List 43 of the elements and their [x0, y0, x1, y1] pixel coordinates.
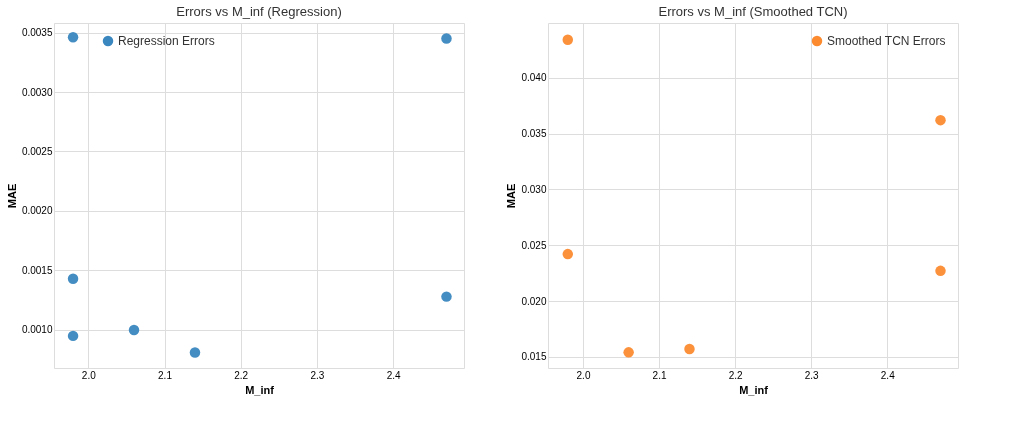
- y-tick-label: 0.0035: [21, 27, 53, 39]
- y-tick-label: 0.0010: [21, 324, 53, 336]
- y-tick-label: 0.0020: [21, 205, 53, 217]
- x-tick-label: 2.2: [234, 369, 249, 381]
- x-tick-label: 2.0: [81, 369, 97, 381]
- x-tick-label: 2.2: [728, 369, 744, 381]
- y-tick-label: 0.015: [521, 351, 547, 363]
- x-tick-label: 2.1: [158, 369, 173, 381]
- point: [67, 273, 79, 285]
- point: [441, 291, 452, 302]
- y-tick-label: 0.035: [521, 128, 547, 140]
- legend-label: Regression Errors: [118, 34, 215, 48]
- point: [935, 265, 946, 277]
- point: [562, 34, 574, 45]
- point: [684, 343, 695, 355]
- y-tick-label: 0.0030: [21, 86, 53, 98]
- x-axis-title: M_inf: [245, 383, 275, 396]
- y-tick-label: 0.025: [521, 239, 547, 251]
- point: [67, 32, 79, 43]
- legend-label: Smoothed TCN Errors: [827, 34, 946, 48]
- point: [67, 330, 79, 342]
- point: [623, 347, 634, 358]
- y-tick-label: 0.020: [521, 295, 547, 307]
- y-axis-title: MAE: [5, 183, 18, 209]
- y-axis-title: MAE: [505, 183, 518, 209]
- point: [441, 33, 452, 44]
- chart-title: Errors vs M_inf (Regression): [176, 4, 342, 19]
- y-tick-label: 0.0015: [21, 264, 53, 276]
- x-tick-label: 2.3: [804, 369, 820, 381]
- y-tick-label: 0.030: [521, 183, 547, 195]
- x-tick-label: 2.3: [310, 369, 325, 381]
- x-tick-label: 2.0: [576, 369, 591, 381]
- x-tick-label: 2.4: [880, 369, 896, 381]
- x-tick-label: 2.1: [652, 369, 667, 381]
- point: [128, 324, 140, 336]
- x-tick-label: 2.4: [386, 369, 402, 381]
- chart-title: Errors vs M_inf (Smoothed TCN): [658, 4, 848, 19]
- y-tick-label: 0.0025: [21, 145, 53, 157]
- point: [935, 114, 946, 126]
- x-axis-title: M_inf: [739, 383, 769, 396]
- y-tick-label: 0.040: [521, 72, 547, 84]
- point: [562, 248, 574, 260]
- point: [189, 347, 201, 358]
